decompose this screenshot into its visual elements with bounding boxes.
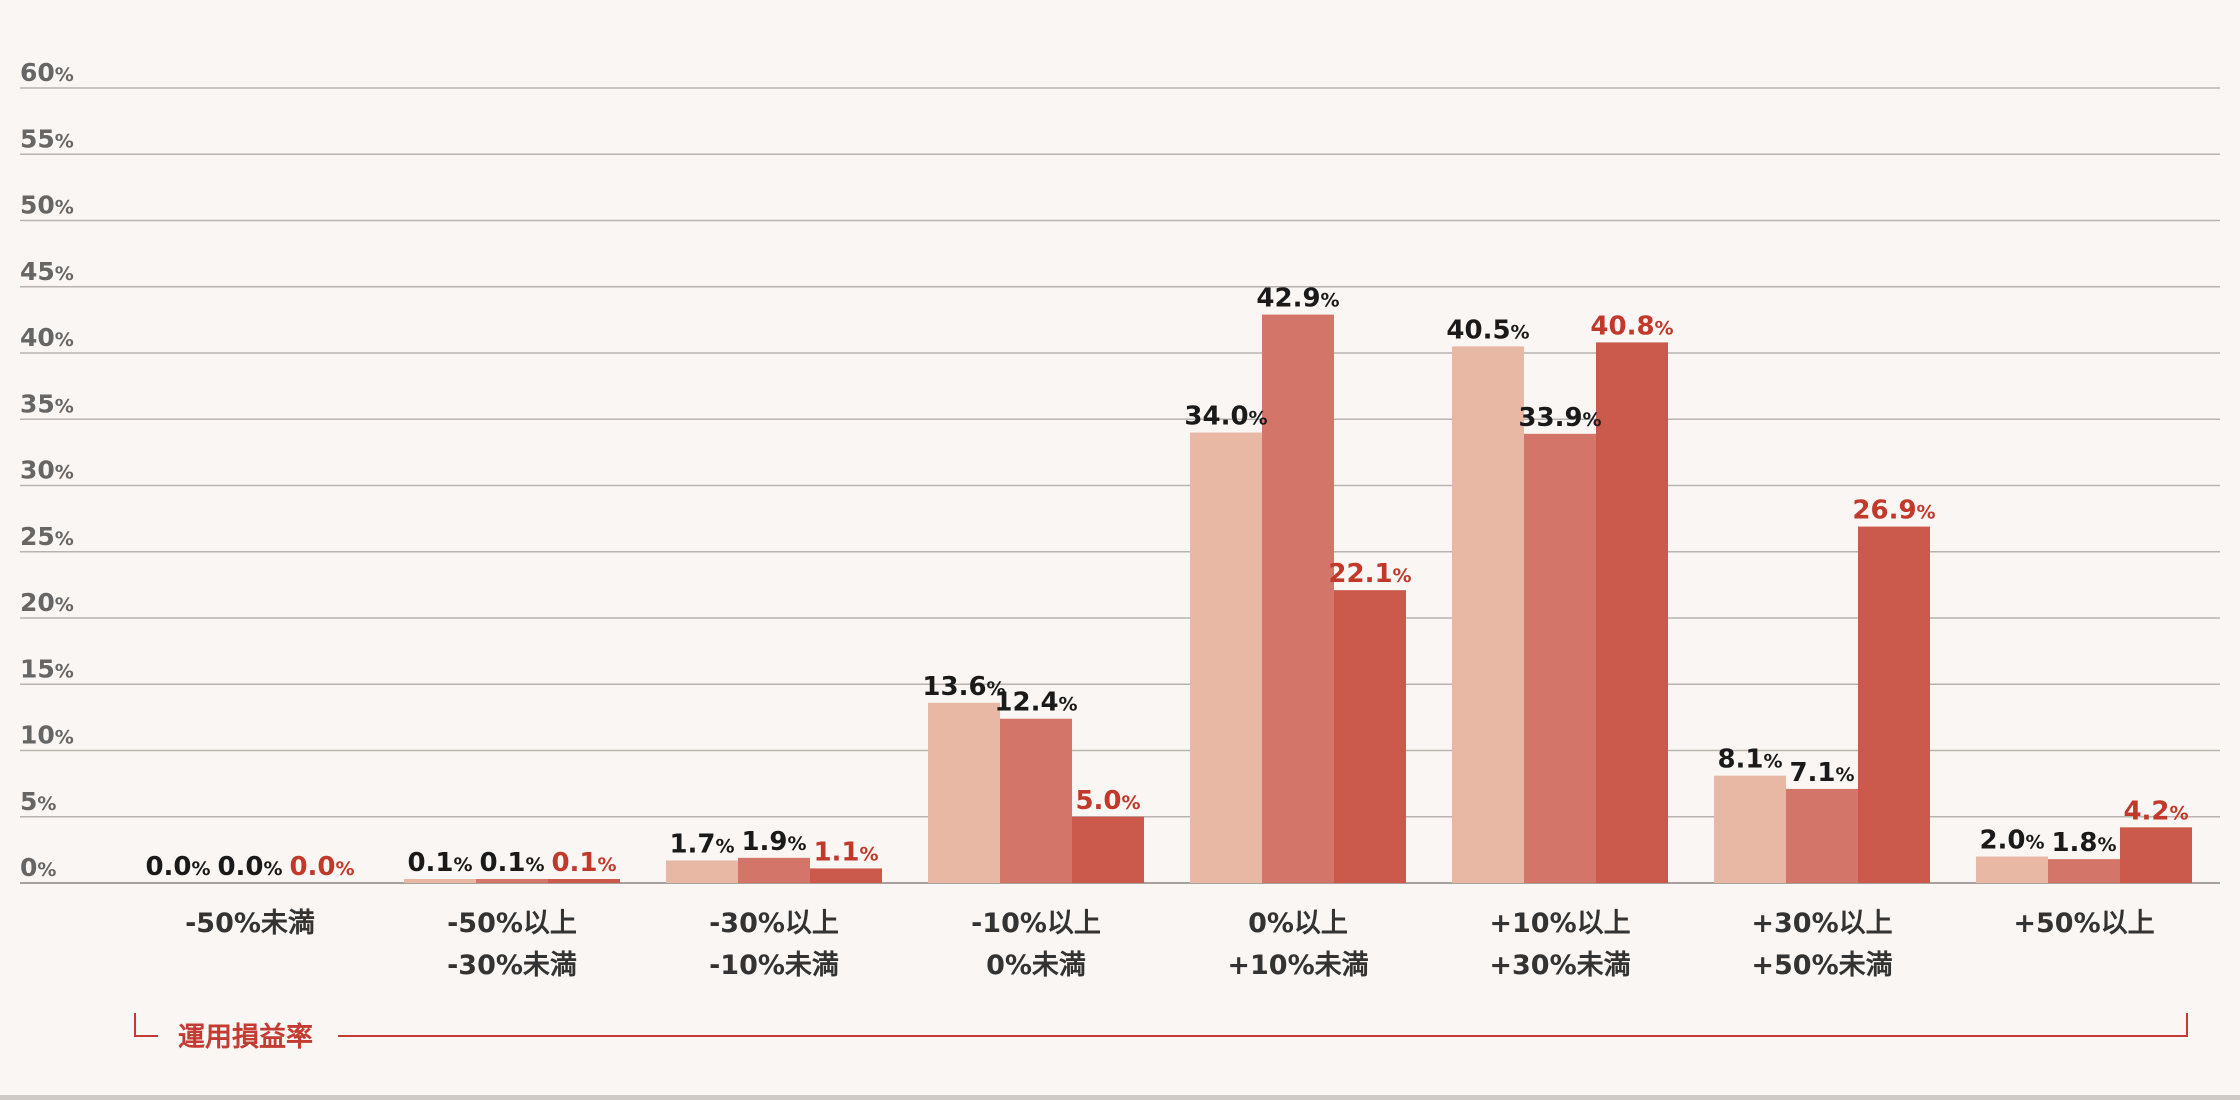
y-tick-label: 55% bbox=[20, 124, 74, 153]
bar bbox=[1072, 816, 1144, 883]
x-category-label: -30%以上-10%未満 bbox=[709, 908, 839, 981]
bar-value-label: 40.5% bbox=[1446, 315, 1529, 345]
bar-value-label: 13.6% bbox=[922, 672, 1005, 702]
bar bbox=[928, 702, 1000, 883]
bar-value-label: 8.1% bbox=[1717, 745, 1782, 775]
bar-value-label: 1.8% bbox=[2051, 828, 2116, 858]
y-tick-label: 0% bbox=[20, 853, 56, 882]
bar bbox=[1190, 432, 1262, 883]
bar-value-label: 26.9% bbox=[1852, 496, 1935, 526]
bar-value-label: 33.9% bbox=[1518, 403, 1601, 433]
bar bbox=[1714, 775, 1786, 883]
bar-value-label: 0.1% bbox=[407, 848, 472, 878]
bar bbox=[2048, 859, 2120, 883]
bar bbox=[1858, 526, 1930, 883]
bar-value-label: 1.1% bbox=[813, 837, 878, 867]
bar-value-label: 42.9% bbox=[1256, 284, 1339, 314]
bottom-divider bbox=[0, 1095, 2240, 1100]
bar bbox=[2120, 827, 2192, 883]
y-tick-label: 45% bbox=[20, 257, 74, 286]
bar bbox=[1524, 433, 1596, 883]
bar bbox=[548, 879, 620, 883]
y-tick-label: 10% bbox=[20, 721, 74, 750]
x-category-label: +50%以上 bbox=[2013, 908, 2154, 939]
x-category-label: -50%以上-30%未満 bbox=[447, 908, 577, 981]
axis-bracket-right bbox=[338, 1013, 2188, 1037]
x-category-label: -10%以上 0%未満 bbox=[971, 908, 1101, 981]
y-tick-label: 40% bbox=[20, 323, 74, 352]
bar-value-label: 1.7% bbox=[669, 829, 734, 859]
bar bbox=[738, 857, 810, 883]
x-category-label: 0%以上+10%未満 bbox=[1227, 908, 1368, 981]
bar-value-label: 40.8% bbox=[1590, 311, 1673, 341]
bar-value-label: 5.0% bbox=[1075, 786, 1140, 816]
bar-value-label: 1.9% bbox=[741, 827, 806, 857]
y-tick-label: 35% bbox=[20, 389, 74, 418]
bar-value-label: 34.0% bbox=[1184, 402, 1267, 432]
y-tick-label: 50% bbox=[20, 191, 74, 220]
x-axis-title: 運用損益率 bbox=[178, 1021, 313, 1053]
bar bbox=[1976, 856, 2048, 883]
axis-bracket-left bbox=[134, 1013, 158, 1037]
bar bbox=[666, 860, 738, 883]
bar bbox=[810, 868, 882, 883]
bar bbox=[1000, 718, 1072, 883]
bar-value-label: 0.0% bbox=[145, 852, 210, 882]
bar-value-label: 2.0% bbox=[1979, 826, 2044, 856]
bar bbox=[476, 879, 548, 883]
bar-value-label: 7.1% bbox=[1789, 758, 1854, 788]
bar-value-label: 0.0% bbox=[217, 852, 282, 882]
y-tick-label: 20% bbox=[20, 588, 74, 617]
x-category-label: +30%以上+50%未満 bbox=[1751, 908, 1892, 981]
y-tick-label: 15% bbox=[20, 654, 74, 683]
bar bbox=[1596, 342, 1668, 883]
bar-value-label: 22.1% bbox=[1328, 559, 1411, 589]
bar-value-label: 12.4% bbox=[994, 688, 1077, 718]
x-category-label: +10%以上+30%未満 bbox=[1489, 908, 1630, 981]
bar-value-label: 0.1% bbox=[551, 848, 616, 878]
y-tick-label: 30% bbox=[20, 456, 74, 485]
x-category-label: -50%未満 bbox=[185, 908, 315, 939]
y-tick-label: 60% bbox=[20, 58, 74, 87]
bar bbox=[1452, 346, 1524, 883]
bar bbox=[1334, 590, 1406, 883]
bar bbox=[1786, 788, 1858, 883]
bar-value-label: 4.2% bbox=[2123, 796, 2188, 826]
bar bbox=[404, 879, 476, 883]
bar bbox=[1262, 314, 1334, 883]
bar-value-label: 0.1% bbox=[479, 848, 544, 878]
y-tick-label: 25% bbox=[20, 522, 74, 551]
bar-value-label: 0.0% bbox=[289, 852, 354, 882]
y-tick-label: 5% bbox=[20, 787, 56, 816]
